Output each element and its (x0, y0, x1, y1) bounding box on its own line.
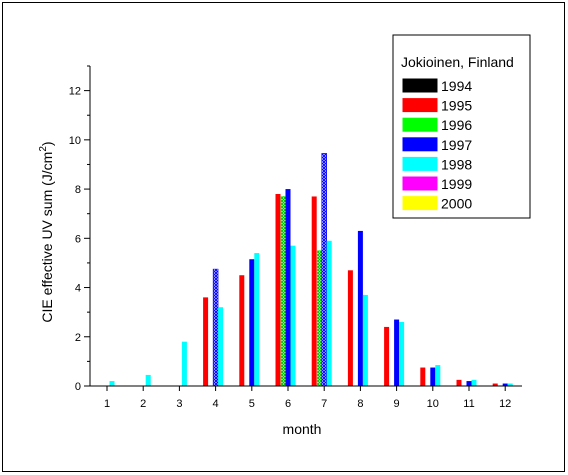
legend-swatch-1995 (402, 98, 438, 113)
bar-1995-month-4 (203, 297, 209, 386)
x-tick-label: 1 (104, 398, 110, 410)
legend-swatch-1999 (402, 176, 438, 191)
legend-label-1999: 1999 (441, 176, 472, 192)
legend-label-1996: 1996 (441, 117, 472, 133)
bar-1995-month-10 (420, 367, 426, 386)
x-tick-label: 4 (213, 398, 219, 410)
legend-label-1994: 1994 (441, 78, 472, 94)
x-tick-label: 7 (321, 398, 327, 410)
x-tick-label: 9 (394, 398, 400, 410)
y-axis-label: CIE effective UV sum (J/cm2) (38, 141, 55, 322)
bar-1998-month-1 (109, 381, 115, 386)
bar-1998-month-8 (362, 294, 368, 386)
bar-1998-month-3 (181, 341, 187, 386)
x-tick-label: 11 (463, 398, 474, 410)
bar-1997-month-7 (321, 153, 327, 387)
axes-layer (89, 66, 522, 387)
x-tick-label: 2 (140, 398, 146, 410)
legend-swatch-1997 (402, 137, 438, 152)
bar-1998-month-5 (254, 253, 260, 386)
bar-1998-month-11 (471, 379, 477, 386)
bar-1997-month-8 (357, 230, 363, 386)
bar-1997-month-9 (394, 319, 400, 386)
bar-1997-month-10 (430, 367, 436, 386)
bar-1997-month-5 (249, 259, 255, 386)
y-tick-label: 12 (69, 86, 81, 98)
legend-label-2000: 2000 (441, 196, 472, 212)
bar-1995-month-5 (239, 275, 245, 386)
x-tick-label: 10 (427, 398, 439, 410)
bar-1995-month-6 (275, 194, 281, 386)
y-axis-label-tail: ) (39, 141, 55, 146)
x-tick-label: 6 (285, 398, 291, 410)
x-ticks: 1 2 3 4 5 6 7 8 9 10 11 12 (104, 386, 511, 410)
legend-title: Jokioinen, Finland (401, 54, 514, 70)
bar-1997-month-11 (466, 381, 472, 386)
bar-1995-month-12 (492, 383, 498, 386)
bar-1998-month-7 (326, 240, 332, 386)
bars-layer (109, 153, 513, 387)
x-tick-label: 8 (357, 398, 363, 410)
y-tick-label: 0 (75, 381, 81, 393)
bar-1997-month-6 (285, 189, 291, 386)
legend-swatch-1994 (402, 78, 438, 93)
y-tick-label: 2 (75, 332, 81, 344)
bar-1995-month-9 (384, 326, 390, 386)
legend-swatch-2000 (402, 196, 438, 211)
legend-label-1995: 1995 (441, 98, 472, 114)
y-ticks: 0 2 4 6 8 10 12 (69, 65, 90, 393)
bar-1997-month-4 (212, 268, 219, 387)
y-axis-label-main: CIE effective UV sum (J/cm (39, 152, 55, 323)
bar-1995-month-11 (456, 379, 462, 386)
bar-1998-month-12 (507, 383, 513, 386)
legend-swatch-1996 (402, 117, 438, 132)
legend-entries: 1994 1995 1996 1997 1998 1999 2000 (402, 78, 472, 212)
x-tick-label: 5 (249, 398, 255, 410)
bar-1998-month-2 (145, 374, 151, 386)
bar-1995-month-8 (347, 270, 353, 386)
bar-1998-month-10 (435, 365, 441, 386)
y-tick-label: 4 (75, 283, 81, 295)
bar-1998-month-9 (399, 322, 405, 386)
legend-label-1997: 1997 (441, 137, 472, 153)
bar-1998-month-6 (290, 245, 296, 386)
y-tick-label: 6 (75, 233, 81, 245)
legend-label-1998: 1998 (441, 156, 472, 172)
x-axis-label: month (283, 421, 322, 437)
y-axis-label-sup: 2 (38, 146, 49, 152)
y-tick-label: 10 (69, 135, 81, 147)
legend: Jokioinen, Finland 199419951996199719981… (392, 34, 531, 219)
bar-1996-month-6 (280, 196, 287, 387)
bar-1995-month-7 (311, 196, 317, 386)
x-tick-label: 3 (176, 398, 182, 410)
y-tick-label: 8 (75, 184, 81, 196)
bar-1998-month-4 (218, 307, 224, 386)
legend-swatch-1998 (402, 156, 438, 171)
x-tick-label: 12 (499, 398, 511, 410)
bar-1997-month-12 (502, 383, 508, 386)
